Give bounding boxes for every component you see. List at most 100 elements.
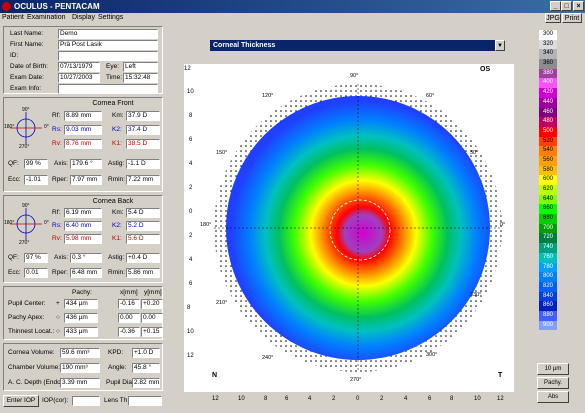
id-field[interactable] <box>58 51 158 61</box>
thickness-map-svg <box>214 84 502 372</box>
back-k1-label: K1: <box>112 235 122 242</box>
maximize-button[interactable]: □ <box>561 1 572 11</box>
scale-step-640: 640 <box>539 194 557 205</box>
jpg-button[interactable]: JPG <box>545 13 561 23</box>
angle-330: 330° <box>470 292 482 298</box>
map-type-dropdown[interactable]: Corneal Thickness ▼ <box>210 40 505 51</box>
kpd-field: +1.0 D <box>132 348 160 358</box>
last-name-label: Last Name: <box>10 30 44 37</box>
angle-300: 300° <box>426 352 438 358</box>
angle-120: 120° <box>262 93 274 99</box>
exam-date-field[interactable]: 10/27/2003 <box>58 73 100 83</box>
close-button[interactable]: × <box>573 1 584 11</box>
scale-step-700: 700 <box>539 223 557 234</box>
map-tick-x-7: 2 <box>380 396 384 402</box>
step-button[interactable]: 10 µm <box>537 363 569 375</box>
front-rf-field: 8.89 mm <box>64 111 102 121</box>
print-button[interactable]: Print <box>562 13 582 23</box>
cornea-volume-label: Cornea Volume: <box>8 349 55 356</box>
pupil-dia-field: 2.82 mm <box>132 378 160 388</box>
enter-iop-button[interactable]: Enter IOP <box>3 395 39 407</box>
back-km-label: Km: <box>112 209 124 216</box>
back-ecc-label: Ecc: <box>8 269 21 276</box>
front-angle-90: 90° <box>22 107 30 113</box>
front-axis-label: Axis: <box>54 160 69 167</box>
scale-step-720: 720 <box>539 233 557 244</box>
scale-step-460: 460 <box>539 107 557 118</box>
iop-cor-field[interactable] <box>72 396 100 406</box>
pachy-panel: Pachy: x[mm] y[mm] Pupil Center: + 434 µ… <box>3 286 163 340</box>
chamber-volume-field: 190 mm³ <box>60 363 100 373</box>
map-tick-x-0: 12 <box>212 396 219 402</box>
abs-button[interactable]: Abs <box>537 391 569 403</box>
scale-step-780: 780 <box>539 262 557 273</box>
exam-info-field[interactable] <box>58 84 158 94</box>
front-qf-field: 99 % <box>24 159 48 169</box>
eye-field[interactable]: Left <box>123 62 158 72</box>
lens-th-field[interactable] <box>128 396 162 406</box>
pachy-apex-y: 0.00 <box>141 313 163 323</box>
minimize-button[interactable]: _ <box>550 1 561 11</box>
front-k2-label: K2: <box>112 126 122 133</box>
back-k1-field: 5.6 D <box>126 234 160 244</box>
front-k1-label: K1: <box>112 140 122 147</box>
angle-270: 270° <box>350 377 362 383</box>
thinnest-symbol: ○ <box>56 328 60 335</box>
scale-step-560: 560 <box>539 155 557 166</box>
back-rv-field: 5.98 mm <box>64 234 102 244</box>
front-rf-label: Rf: <box>52 112 61 119</box>
chevron-down-icon[interactable]: ▼ <box>495 40 505 51</box>
front-angle-270: 270° <box>19 144 30 150</box>
map-tick-x-8: 4 <box>404 396 408 402</box>
scale-step-900: 900 <box>539 320 557 331</box>
scale-step-880: 880 <box>539 310 557 321</box>
front-rs-field: 9.03 mm <box>64 125 102 135</box>
back-rper-label: Rper: <box>52 269 68 276</box>
front-astig-field: -1.1 D <box>126 159 160 169</box>
acd-field: 3.39 mm <box>60 378 100 388</box>
front-rmin-field: 7.22 mm <box>126 175 160 185</box>
front-rmin-label: Rmin: <box>108 176 125 183</box>
cornea-volume-field: 59.6 mm³ <box>60 348 100 358</box>
back-km-field: 5.4 D <box>126 208 160 218</box>
pachy-apex-label: Pachy Apex: <box>8 314 45 321</box>
scale-step-820: 820 <box>539 281 557 292</box>
last-name-field[interactable]: Demo <box>58 29 158 39</box>
pupil-center-pachy: 434 µm <box>64 299 98 309</box>
cornea-front-title: Cornea Front <box>92 100 134 107</box>
back-qf-label: QF: <box>8 254 19 261</box>
pupil-center-x: -0.16 <box>118 299 140 309</box>
front-angle-0: 0° <box>44 124 49 130</box>
first-name-field[interactable]: Prä Post Lasik <box>58 40 158 50</box>
angle-180: 180° <box>200 222 212 228</box>
back-axis-label: Axis: <box>54 254 69 261</box>
back-rper-field: 6.48 mm <box>70 268 102 278</box>
map-tick-y-1: 10 <box>187 89 194 95</box>
pachy-button[interactable]: Pachy. <box>537 377 569 389</box>
map-tick-x-6: 0 <box>356 396 360 402</box>
scale-step-420: 420 <box>539 88 557 98</box>
eye-os-label: OS <box>480 66 491 73</box>
map-tick-y-3: 6 <box>189 137 193 143</box>
time-field[interactable]: 15:32:48 <box>123 73 158 83</box>
dob-field[interactable]: 07/13/1979 <box>58 62 100 72</box>
menu-settings[interactable]: Settings <box>98 14 124 21</box>
front-ecc-field: -1.01 <box>24 175 48 185</box>
menu-patient[interactable]: Patient <box>2 14 24 21</box>
scale-step-760: 760 <box>539 252 557 263</box>
menu-display[interactable]: Display <box>72 14 95 21</box>
menu-examination[interactable]: Examination <box>27 14 66 21</box>
angle-30: 30° <box>470 150 479 156</box>
menu-bar: Patient Examination Display Settings <box>0 13 585 24</box>
back-rs-label: Rs: <box>52 222 62 229</box>
front-km-field: 37.9 D <box>126 111 160 121</box>
thinnest-y: +0.15 <box>141 327 163 337</box>
map-tick-y-5: 2 <box>189 185 193 191</box>
map-tick-y-6: 0 <box>189 209 193 215</box>
map-tick-y-9: 6 <box>189 281 193 287</box>
back-angle-0: 0° <box>44 220 49 226</box>
scale-step-440: 440 <box>539 97 557 108</box>
map-tick-x-2: 8 <box>264 396 268 402</box>
cornea-front-panel: Cornea Front 90° 0° 180° 270° Rf: 8.89 m… <box>3 97 163 192</box>
exam-date-label: Exam Date: <box>10 74 44 81</box>
